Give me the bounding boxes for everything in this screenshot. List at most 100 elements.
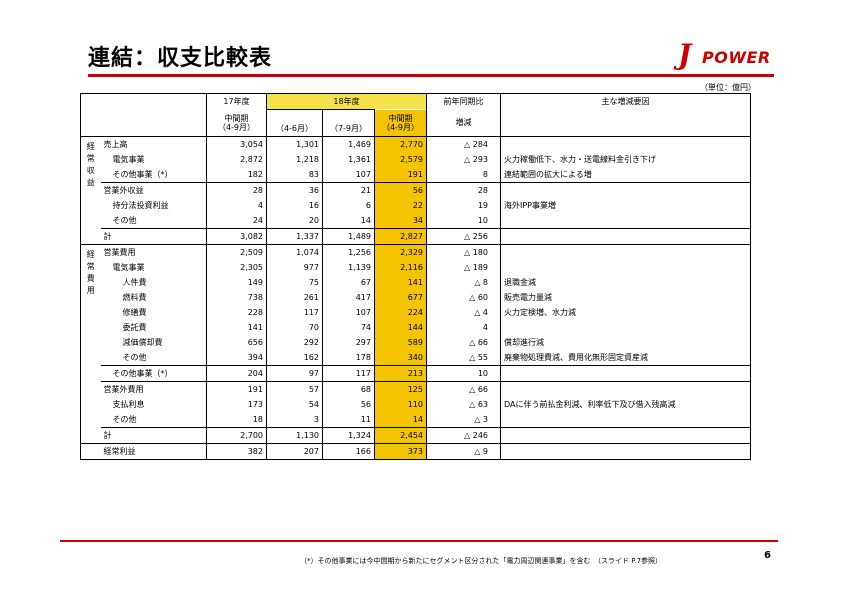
cell-fy18: 34 [374, 212, 427, 228]
table-row: 燃料費 738 261 417 677 △ 60 販売電力量減 [81, 289, 751, 305]
cell-change: 10 [426, 212, 501, 228]
cell-q1: 1,301 [266, 135, 323, 152]
header-prev-yoy: 前年同期比 [426, 93, 501, 110]
header-fy17-interim: 中間期 （4-9月） [206, 109, 267, 137]
cell-reason: 海外IPP事業増 [500, 197, 751, 213]
header-fy18-interim: 中間期 （4-9月） [374, 109, 427, 137]
cell-q2: 74 [322, 319, 375, 335]
cell-fy18: 677 [374, 289, 427, 305]
cell-q2: 68 [322, 380, 375, 397]
cell-fy17: 382 [206, 442, 267, 460]
row-label: 計 [100, 227, 207, 244]
header-row-1: 17年度 18年度 前年同期比 主な増減要因 [80, 93, 751, 110]
header-change: 増減 [426, 109, 501, 137]
cell-reason [500, 380, 751, 397]
row-label: 燃料費 [100, 289, 207, 305]
cell-fy17: 228 [206, 304, 267, 320]
row-label: その他事業（*） [100, 364, 207, 381]
table-row: 電気事業 2,872 1,218 1,361 2,579 △ 293 火力稼働低下、水力・送… [81, 151, 751, 167]
cell-fy17: 738 [206, 289, 267, 305]
cell-q2: 11 [322, 411, 375, 427]
cell-change: △ 8 [426, 274, 501, 290]
cell-fy18: 2,770 [374, 135, 427, 152]
cell-fy18: 340 [374, 349, 427, 365]
cell-fy17: 3,054 [206, 135, 267, 152]
header-fy17-interim-label: 中間期 [224, 113, 249, 123]
cell-q2: 1,256 [322, 243, 375, 260]
cell-fy18: 213 [374, 364, 427, 381]
cell-change: 8 [426, 166, 501, 182]
cell-q2: 21 [322, 181, 375, 198]
cell-change: △ 293 [426, 151, 501, 167]
cell-fy18: 589 [374, 334, 427, 350]
cell-change: 4 [426, 319, 501, 335]
row-label: 電気事業 [100, 259, 207, 275]
table-row: 持分法投資利益 4 16 6 22 19 海外IPP事業増 [81, 197, 751, 213]
cell-fy17: 2,872 [206, 151, 267, 167]
cell-q1: 83 [266, 166, 323, 182]
cell-q1: 117 [266, 304, 323, 320]
table-row: 経常利益 382 207 166 373 △ 9 [80, 442, 751, 460]
cell-q1: 57 [266, 380, 323, 397]
table-row: その他事業（*） 182 83 107 191 8 連結範囲の拡大による増 [81, 166, 751, 182]
cell-fy18: 14 [374, 411, 427, 427]
cell-fy17: 18 [206, 411, 267, 427]
row-label: 持分法投資利益 [100, 197, 207, 213]
row-label: 減価償却費 [100, 334, 207, 350]
cell-fy18: 22 [374, 197, 427, 213]
cell-fy18: 56 [374, 181, 427, 198]
header-fy18: 18年度 [266, 93, 427, 110]
cell-q1: 16 [266, 197, 323, 213]
cell-change: 28 [426, 181, 501, 198]
cell-fy17: 191 [206, 380, 267, 397]
cell-reason: 退職金減 [500, 274, 751, 290]
header-fy17: 17年度 [206, 93, 267, 110]
cell-change: △ 256 [426, 227, 501, 244]
cell-reason [500, 135, 751, 152]
cell-change: △ 189 [426, 259, 501, 275]
cell-reason [500, 319, 751, 335]
cell-q1: 1,218 [266, 151, 323, 167]
table-row: 減価償却費 656 292 297 589 △ 66 償却進行減 [81, 334, 751, 350]
row-label: その他事業（*） [100, 166, 207, 182]
unit-note: （単位：億円） [700, 83, 756, 92]
cell-reason: 火力定検増、水力減 [500, 304, 751, 320]
cell-fy17: 141 [206, 319, 267, 335]
cell-fy17: 394 [206, 349, 267, 365]
income-comparison-table: 17年度 18年度 前年同期比 主な増減要因 中間期 （4-9月） （4-6月）… [80, 93, 751, 460]
cell-change: 19 [426, 197, 501, 213]
cell-q1: 261 [266, 289, 323, 305]
cell-q2: 297 [322, 334, 375, 350]
cell-fy18: 224 [374, 304, 427, 320]
cell-reason [500, 227, 751, 244]
cell-q2: 166 [322, 442, 375, 460]
cell-fy17: 182 [206, 166, 267, 182]
cell-q1: 36 [266, 181, 323, 198]
table-row: 委託費 141 70 74 144 4 [81, 319, 751, 335]
cell-q1: 75 [266, 274, 323, 290]
cell-q1: 1,130 [266, 426, 323, 443]
cell-fy17: 28 [206, 181, 267, 198]
cell-reason: 火力稼働低下、水力・送電線料金引き下げ [500, 151, 751, 167]
cell-fy17: 24 [206, 212, 267, 228]
cell-fy18: 2,579 [374, 151, 427, 167]
cell-fy18: 2,329 [374, 243, 427, 260]
cell-q2: 1,489 [322, 227, 375, 244]
cell-reason: DAに伴う前払金利減、利率低下及び借入残高減 [500, 396, 751, 412]
cell-change: △ 246 [426, 426, 501, 443]
cell-reason: 廃棄物処理費減、費用化無形固定資産減 [500, 349, 751, 365]
cell-fy17: 2,305 [206, 259, 267, 275]
table-row: 修繕費 228 117 107 224 △ 4 火力定検増、水力減 [81, 304, 751, 320]
cell-fy18: 2,116 [374, 259, 427, 275]
cell-q1: 20 [266, 212, 323, 228]
cell-reason: 販売電力量減 [500, 289, 751, 305]
cell-reason [500, 364, 751, 381]
cell-fy18: 191 [374, 166, 427, 182]
cell-fy17: 2,700 [206, 426, 267, 443]
cell-q2: 56 [322, 396, 375, 412]
cell-q1: 54 [266, 396, 323, 412]
cell-fy18: 110 [374, 396, 427, 412]
cell-q2: 1,324 [322, 426, 375, 443]
title-underline [88, 74, 774, 77]
cell-change: △ 66 [426, 380, 501, 397]
